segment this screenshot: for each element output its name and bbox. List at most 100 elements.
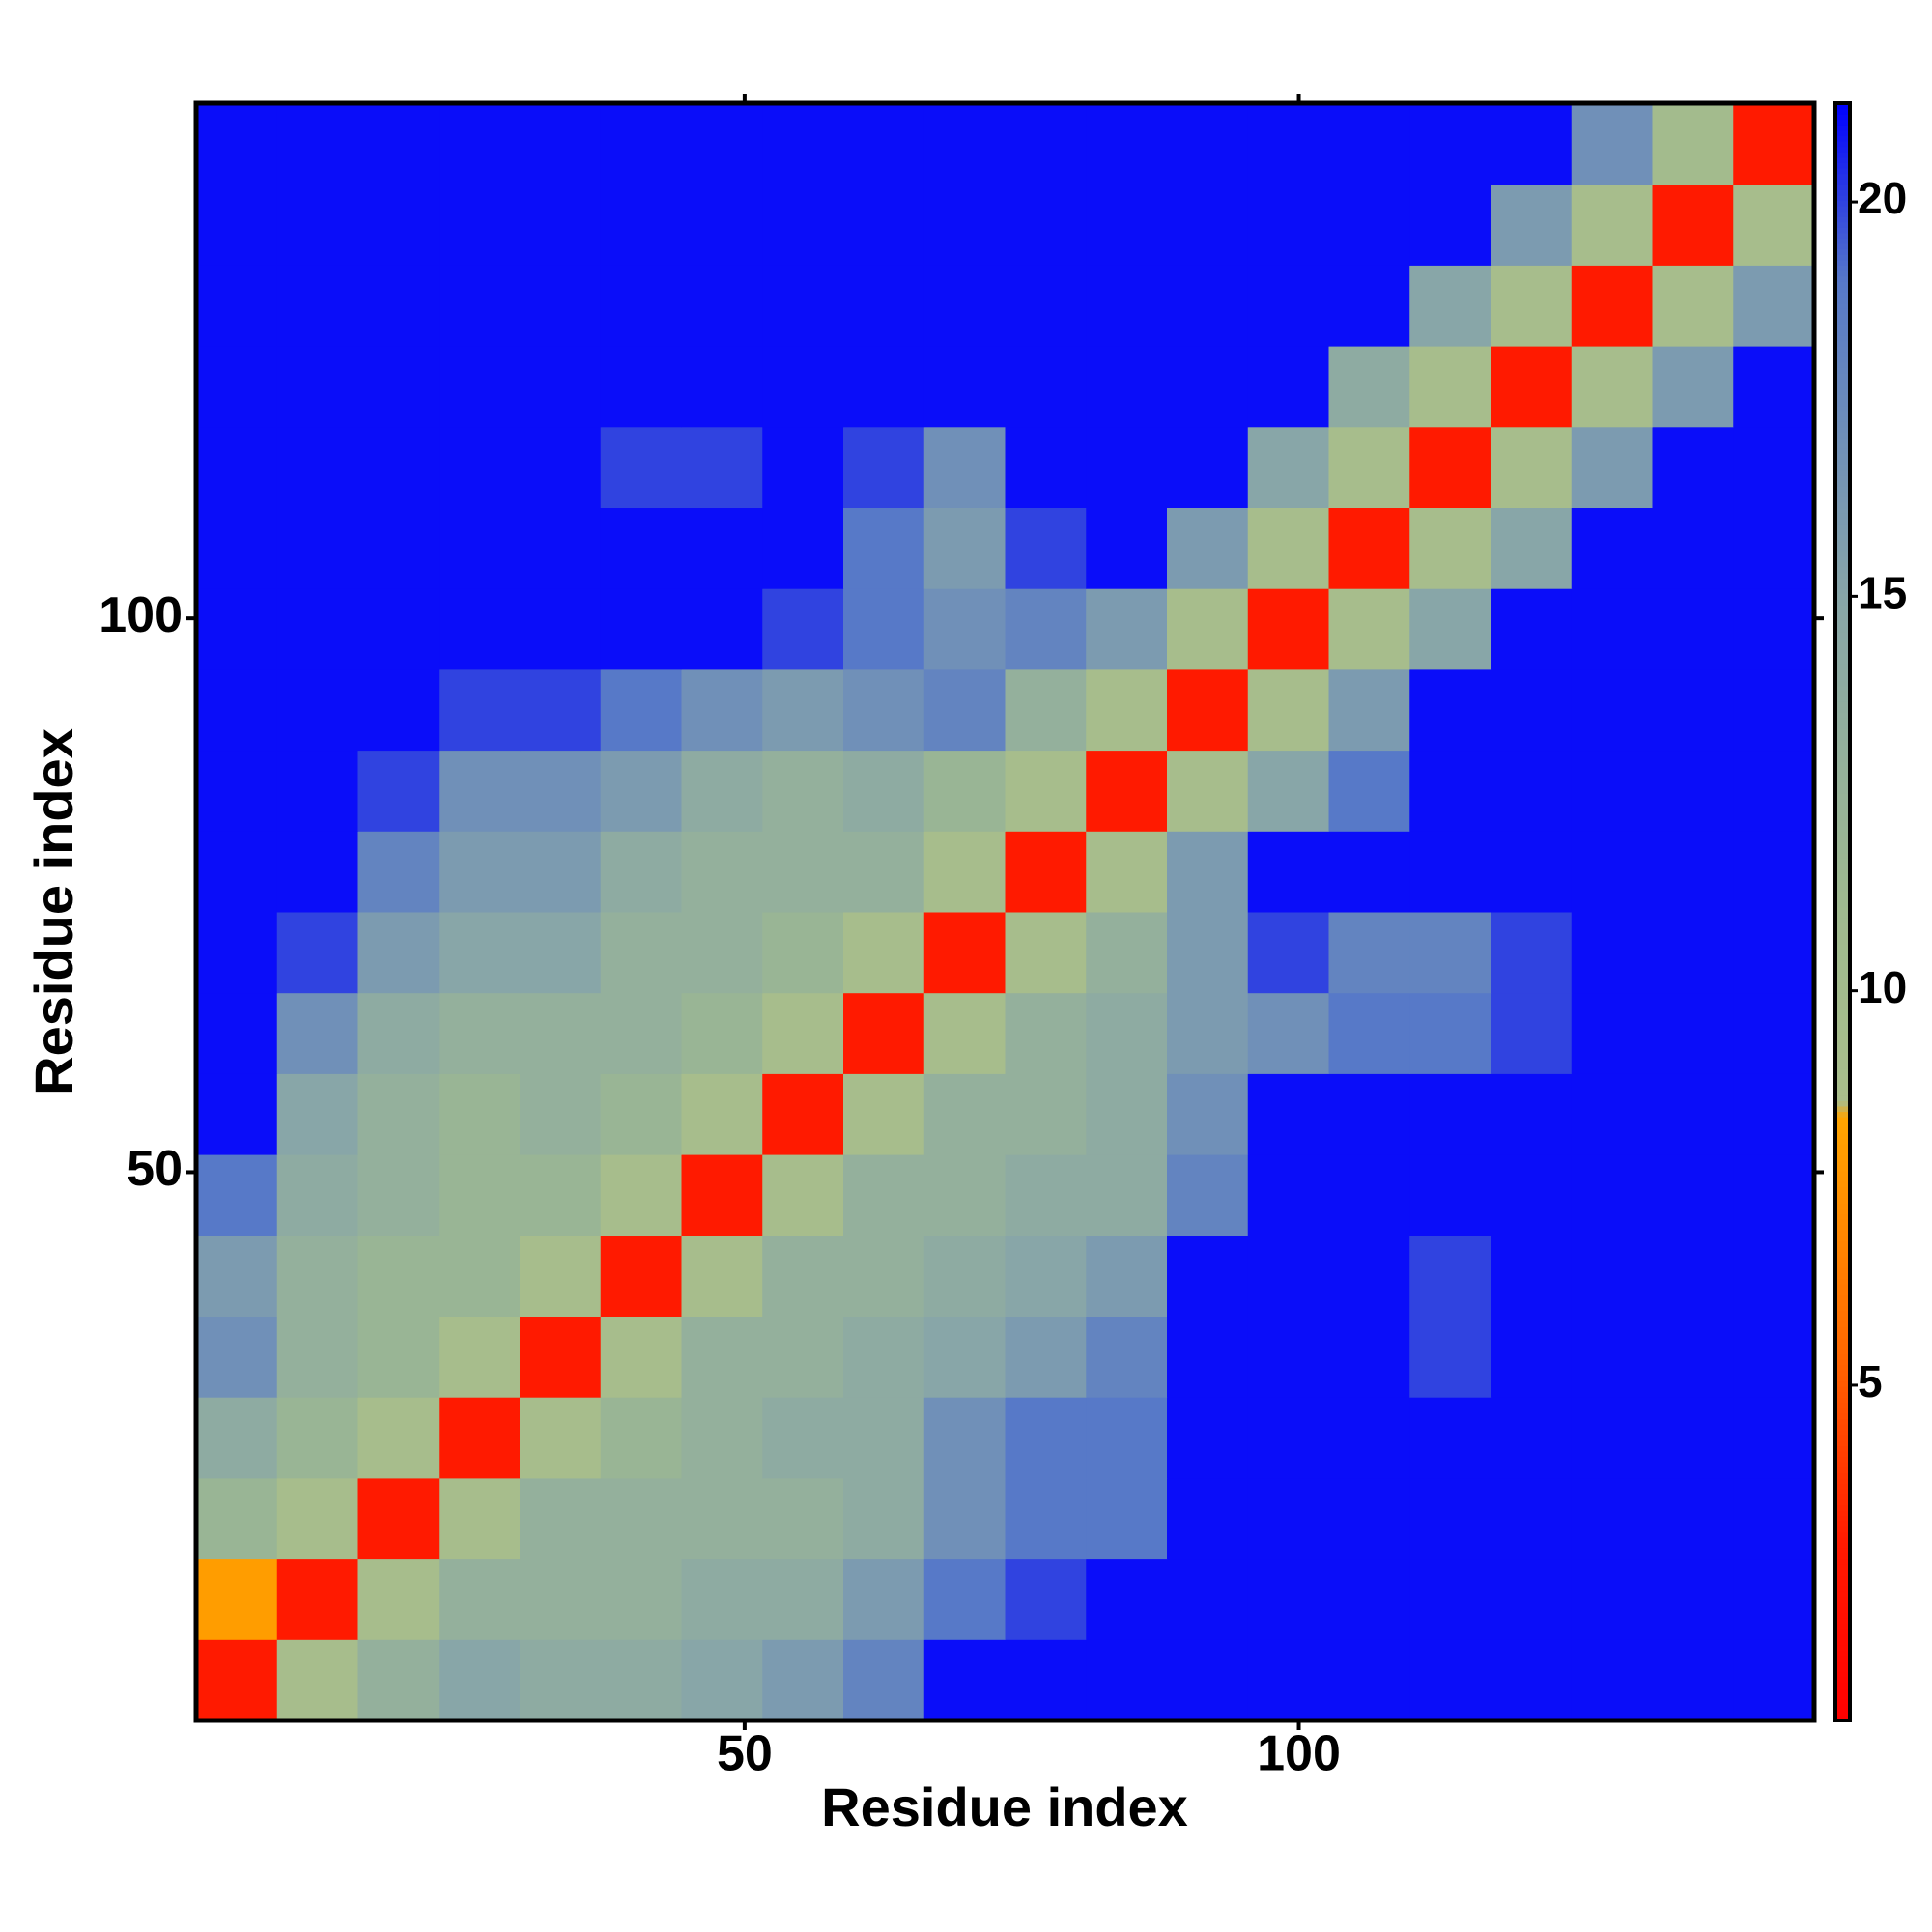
heatmap-cell — [600, 668, 682, 752]
heatmap-cell — [923, 346, 1006, 428]
colorbar-segment — [1835, 804, 1850, 810]
colorbar-segment — [1835, 1262, 1850, 1268]
heatmap-cell — [1491, 912, 1573, 994]
heatmap-cell — [1086, 103, 1168, 185]
heatmap-cell — [1652, 1397, 1734, 1479]
heatmap-cell — [1733, 346, 1815, 428]
colorbar-segment — [1835, 373, 1850, 380]
heatmap-cell — [1571, 103, 1653, 185]
heatmap-cell — [762, 588, 844, 670]
colorbar-segment — [1835, 378, 1850, 384]
colorbar-segment — [1835, 917, 1850, 923]
heatmap-cell — [357, 750, 440, 832]
heatmap-cell — [357, 426, 440, 508]
colorbar-segment — [1835, 227, 1850, 234]
heatmap-cell — [1491, 1235, 1573, 1317]
colorbar-segment — [1835, 1009, 1850, 1015]
colorbar-segment — [1835, 184, 1850, 190]
heatmap-cell — [1652, 831, 1734, 913]
colorbar-segment — [1835, 265, 1850, 271]
colorbar-segment — [1835, 1019, 1850, 1026]
colorbar-segment — [1835, 1456, 1850, 1463]
heatmap-cell — [1086, 912, 1168, 994]
heatmap-cell — [681, 507, 763, 589]
heatmap-cell — [1733, 1397, 1815, 1479]
heatmap-cell — [923, 992, 1006, 1074]
heatmap-cell — [1491, 588, 1573, 670]
heatmap-cell — [439, 426, 521, 508]
colorbar-segment — [1835, 281, 1850, 288]
colorbar-segment — [1835, 1332, 1850, 1339]
colorbar-segment — [1835, 691, 1850, 697]
colorbar-segment — [1835, 1284, 1850, 1291]
heatmap-cell — [681, 1235, 763, 1317]
heatmap-cell — [1247, 1397, 1329, 1479]
colorbar-segment — [1835, 1353, 1850, 1360]
heatmap-cell — [1652, 992, 1734, 1074]
heatmap-cell — [196, 831, 278, 913]
colorbar-segment — [1835, 1698, 1850, 1705]
colorbar-segment — [1835, 555, 1850, 562]
heatmap-cell — [843, 507, 925, 589]
heatmap-cell — [1491, 103, 1573, 185]
heatmap-cell — [439, 1316, 521, 1398]
heatmap-cell — [1328, 588, 1410, 670]
heatmap-cell — [1652, 1639, 1734, 1721]
heatmap-cell — [1491, 346, 1573, 428]
colorbar-segment — [1835, 507, 1850, 514]
heatmap-cell — [1328, 1477, 1410, 1560]
colorbar-segment — [1835, 491, 1850, 497]
colorbar-segment — [1835, 1186, 1850, 1193]
colorbar-segment — [1835, 954, 1850, 961]
colorbar-segment — [1835, 900, 1850, 908]
colorbar-segment — [1835, 432, 1850, 439]
heatmap-cell — [923, 750, 1006, 832]
heatmap-cell — [1167, 668, 1249, 752]
heatmap-cell — [520, 346, 602, 428]
heatmap-cell — [276, 103, 358, 185]
heatmap-cell — [520, 588, 602, 670]
heatmap-cell — [1733, 831, 1815, 913]
colorbar-segment — [1835, 1661, 1850, 1667]
colorbar-segment — [1835, 1154, 1850, 1161]
heatmap-cell — [1167, 992, 1249, 1074]
heatmap-cell — [1247, 831, 1329, 913]
colorbar-segment — [1835, 173, 1850, 180]
heatmap-cell — [1328, 668, 1410, 752]
heatmap-cell — [1409, 1154, 1492, 1236]
colorbar-segment — [1835, 1159, 1850, 1166]
colorbar-segment — [1835, 1677, 1850, 1684]
colorbar-segment — [1835, 1462, 1850, 1468]
heatmap-cell — [1409, 1073, 1492, 1155]
heatmap-cell — [681, 750, 763, 832]
colorbar-segment — [1835, 1709, 1850, 1717]
colorbar-segment — [1835, 421, 1850, 428]
colorbar-segment — [1835, 1391, 1850, 1398]
colorbar-segment — [1835, 1602, 1850, 1608]
colorbar-segment — [1835, 1531, 1850, 1538]
colorbar-segment — [1835, 1591, 1850, 1598]
colorbar-segment — [1835, 1656, 1850, 1662]
colorbar-segment — [1835, 1192, 1850, 1199]
colorbar-segment — [1835, 135, 1850, 142]
heatmap-cell — [762, 831, 844, 913]
heatmap-cell — [1652, 507, 1734, 589]
heatmap-cell — [600, 1154, 682, 1236]
heatmap-cell — [600, 507, 682, 589]
heatmap-cell — [600, 1639, 682, 1721]
heatmap-cell — [681, 1154, 763, 1236]
colorbar-segment — [1835, 129, 1850, 137]
colorbar-segment — [1835, 572, 1850, 579]
colorbar-segment — [1835, 610, 1850, 616]
heatmap-cell — [1167, 426, 1249, 508]
heatmap-cell — [681, 1639, 763, 1721]
heatmap-cell — [357, 507, 440, 589]
heatmap-cell — [1247, 1477, 1329, 1560]
heatmap-cell — [276, 588, 358, 670]
heatmap-cell — [1409, 184, 1492, 266]
colorbar-segment — [1835, 200, 1850, 207]
heatmap-cell — [1571, 1073, 1653, 1155]
heatmap-cell — [1328, 1558, 1410, 1640]
colorbar-segment — [1835, 1165, 1850, 1172]
